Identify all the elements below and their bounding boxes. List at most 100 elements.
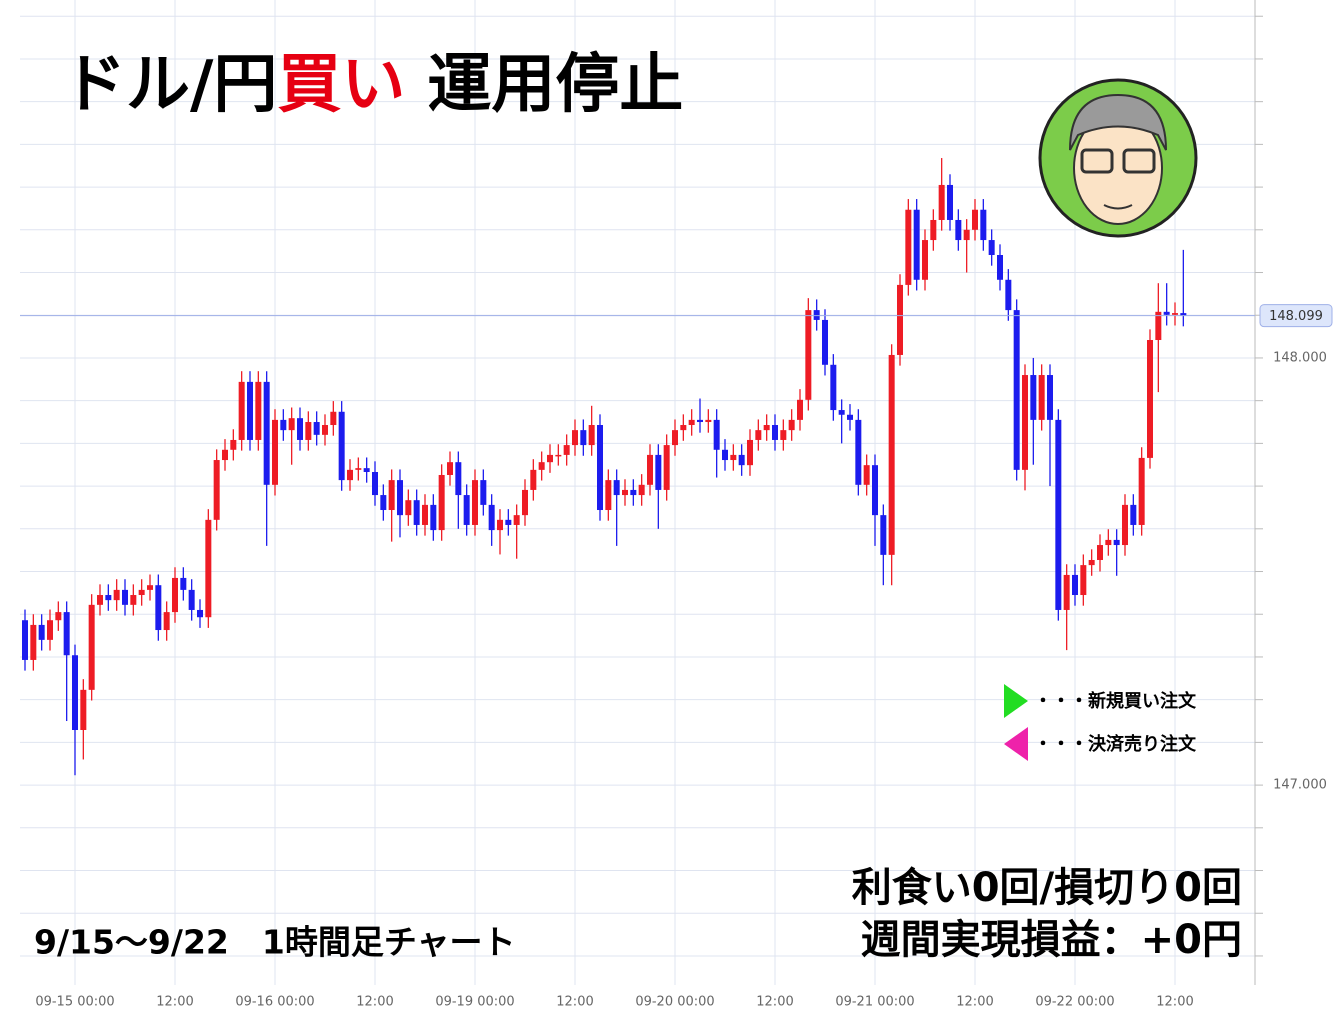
candle-body	[1080, 565, 1087, 596]
avatar-hair	[1069, 93, 1167, 151]
candle-body	[772, 425, 778, 440]
candle-body	[513, 515, 520, 525]
avatar-glasses	[1080, 148, 1114, 174]
candle-body	[1097, 545, 1103, 560]
candle-body	[747, 439, 753, 466]
candle-body	[105, 595, 112, 601]
candle-body	[288, 418, 295, 431]
avatar-glasses	[1122, 148, 1156, 174]
y-tick-label: 147.000	[1273, 778, 1327, 793]
candle-body	[588, 425, 595, 446]
candle-body	[488, 504, 495, 531]
candles	[22, 158, 1187, 776]
candle-body	[880, 515, 887, 555]
candle-body	[55, 612, 62, 621]
candle-body	[413, 500, 420, 525]
candle-body	[847, 414, 853, 420]
candle-body	[1072, 574, 1078, 596]
candle-body	[605, 480, 612, 511]
candle-body	[763, 425, 770, 431]
candle-body	[330, 411, 337, 426]
candle-body	[222, 449, 228, 461]
legend-marker	[1004, 727, 1028, 761]
candle-body	[813, 310, 820, 320]
candle-body	[180, 577, 187, 590]
candle-body	[372, 471, 378, 496]
candle-body	[1138, 457, 1145, 525]
candle-body	[955, 219, 962, 241]
candle-body	[672, 430, 678, 446]
candle-body	[405, 500, 412, 516]
last-price-box	[1259, 304, 1333, 328]
candle-body	[72, 655, 78, 730]
candle-body	[1130, 504, 1137, 525]
candle-body	[538, 462, 545, 470]
candle-body	[297, 418, 303, 440]
candle-body	[1030, 375, 1037, 420]
candle-body	[622, 489, 628, 496]
x-tick-label: 12:00	[156, 995, 193, 1010]
candle-body	[80, 689, 87, 730]
candle-body	[1038, 375, 1045, 420]
candle-body	[238, 381, 245, 440]
candle-body	[272, 419, 278, 485]
legend-label: ・・・新規買い注文	[1034, 690, 1197, 712]
candle-body	[497, 519, 503, 531]
candle-body	[247, 381, 253, 440]
x-tick-label: 12:00	[956, 995, 993, 1010]
candle-body	[422, 504, 428, 525]
candle-body	[1022, 375, 1028, 470]
candle-body	[638, 484, 645, 496]
candle-body	[138, 589, 145, 596]
title-part: ドル/円	[62, 48, 277, 122]
candle-body	[1005, 279, 1012, 311]
candle-body	[938, 184, 945, 220]
candle-body	[647, 454, 653, 485]
title-part: 買い	[277, 48, 405, 122]
candle-body	[472, 480, 478, 525]
candle-body	[313, 422, 320, 435]
candle-body	[655, 454, 662, 490]
y-tick-label: 148.000	[1273, 350, 1327, 365]
candle-body	[555, 454, 562, 457]
x-tick-label: 09-19 00:00	[435, 995, 514, 1010]
candle-body	[388, 480, 395, 511]
candle-body	[547, 454, 553, 463]
candle-body	[797, 399, 803, 420]
candle-body	[888, 354, 895, 555]
candle-body	[97, 595, 103, 605]
candle-body	[997, 255, 1003, 280]
candle-body	[722, 449, 728, 461]
candle-body	[480, 480, 487, 505]
candle-body	[1147, 340, 1153, 458]
candle-body	[322, 425, 328, 435]
candle-body	[822, 319, 828, 365]
candle-body	[972, 209, 978, 230]
candle-body	[255, 381, 262, 440]
candle-body	[122, 589, 128, 605]
candle-body	[172, 577, 178, 613]
x-tick-label: 09-15 00:00	[35, 995, 114, 1010]
legend-marker	[1004, 684, 1028, 718]
candle-body	[1163, 311, 1170, 315]
candle-body	[713, 419, 720, 450]
candle-body	[463, 495, 470, 525]
candle-body	[530, 469, 537, 490]
candle-body	[1013, 310, 1020, 470]
x-tick-label: 12:00	[556, 995, 593, 1010]
candle-body	[430, 504, 437, 531]
candle-body	[130, 595, 137, 605]
candle-body	[1172, 313, 1178, 315]
candle-body	[788, 419, 795, 431]
x-tick-label: 09-22 00:00	[1035, 995, 1114, 1010]
candle-body	[338, 411, 345, 481]
x-tick-label: 09-21 00:00	[835, 995, 914, 1010]
candle-body	[830, 364, 837, 411]
candle-body	[613, 480, 620, 496]
candle-body	[380, 495, 387, 511]
chart-title: ドル/円買い 運用停止	[62, 48, 683, 122]
candle-body	[1047, 375, 1053, 420]
candle-body	[897, 284, 903, 355]
x-tick-label: 12:00	[356, 995, 393, 1010]
